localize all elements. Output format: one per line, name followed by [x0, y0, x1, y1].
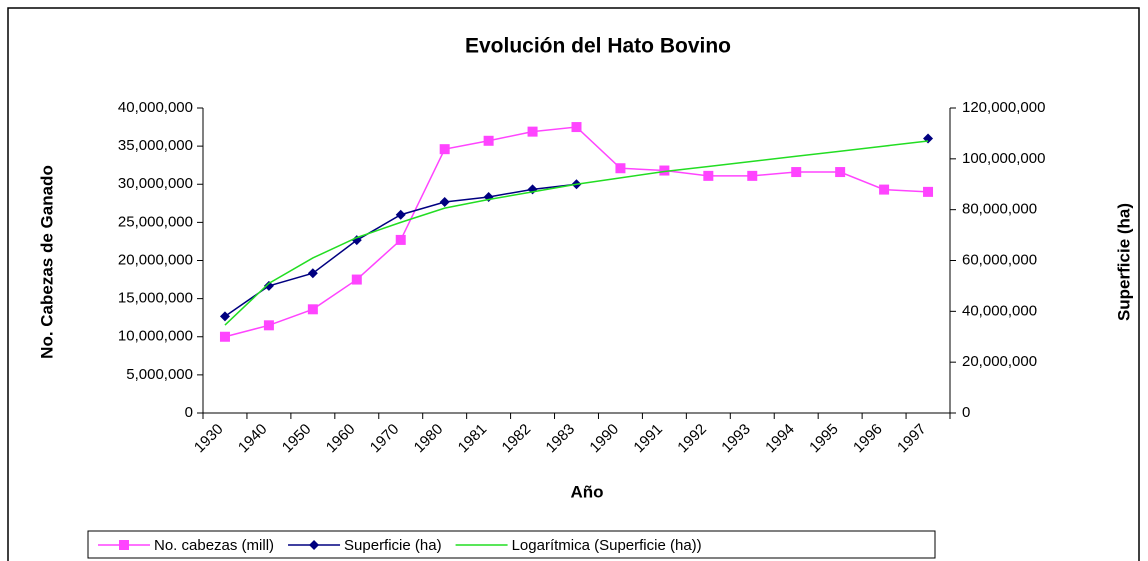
- point: [439, 197, 450, 208]
- series-line: [224, 140, 929, 326]
- chart-title: Evolución del Hato Bovino: [465, 35, 731, 58]
- y-tick-label: 30,000,000: [118, 175, 193, 192]
- point: [923, 186, 934, 197]
- point: [307, 304, 318, 315]
- point: [395, 234, 406, 245]
- point: [263, 320, 274, 331]
- point: [395, 209, 406, 220]
- legend-box: [87, 530, 936, 559]
- y-tick-label: 25,000,000: [118, 213, 193, 230]
- y2-tick-label: 0: [962, 404, 970, 421]
- point: [351, 235, 362, 246]
- point: [219, 311, 230, 322]
- legend-label: No. cabezas (mill): [154, 537, 274, 554]
- x-axis-title: Año: [570, 482, 603, 501]
- y-axis-title: No. Cabezas de Ganado: [37, 165, 56, 359]
- point: [747, 170, 758, 181]
- point: [527, 126, 538, 137]
- point: [615, 163, 626, 174]
- point: [835, 167, 846, 178]
- legend-label: Logarítmica (Superficie (ha)): [512, 537, 702, 554]
- chart-frame: [7, 7, 1140, 561]
- y2-tick-label: 20,000,000: [962, 353, 1037, 370]
- point: [571, 122, 582, 133]
- legend-label: Superficie (ha): [344, 537, 442, 554]
- y-tick-label: 10,000,000: [118, 328, 193, 345]
- y2-tick-label: 100,000,000: [962, 150, 1045, 167]
- point: [219, 331, 230, 342]
- point: [659, 165, 670, 176]
- y-tick-label: 15,000,000: [118, 290, 193, 307]
- y-tick-label: 0: [185, 404, 193, 421]
- y2-tick-label: 40,000,000: [962, 302, 1037, 319]
- point: [351, 274, 362, 285]
- point: [791, 167, 802, 178]
- point: [263, 280, 274, 291]
- y2-tick-label: 80,000,000: [962, 201, 1037, 218]
- y-tick-label: 35,000,000: [118, 137, 193, 154]
- point: [483, 135, 494, 146]
- y-tick-label: 40,000,000: [118, 99, 193, 116]
- point: [307, 268, 318, 279]
- point: [439, 144, 450, 155]
- y2-tick-label: 60,000,000: [962, 251, 1037, 268]
- y2-axis-title: Superficie (ha): [1114, 203, 1133, 321]
- point: [879, 184, 890, 195]
- legend-marker: [119, 540, 129, 550]
- y2-tick-label: 120,000,000: [962, 99, 1045, 116]
- y-tick-label: 20,000,000: [118, 251, 193, 268]
- y-tick-label: 5,000,000: [126, 366, 193, 383]
- point: [703, 170, 714, 181]
- legend-marker: [309, 540, 320, 550]
